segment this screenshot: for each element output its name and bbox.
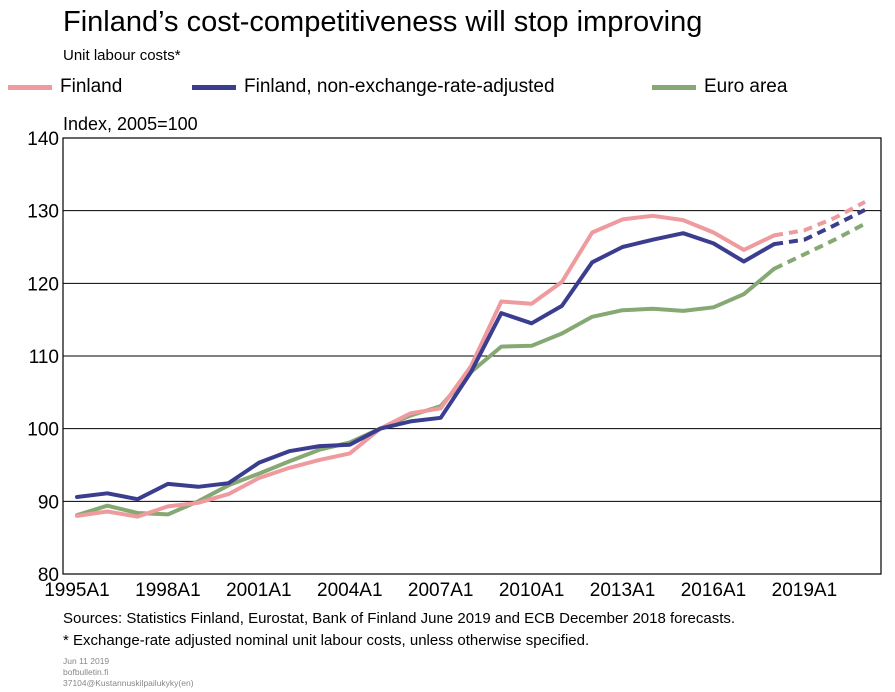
series-line-euro-area [75, 266, 777, 518]
x-tick-label-2007A1: 2007A1 [408, 580, 474, 601]
gridlines [63, 210, 881, 502]
footnote: * Exchange-rate adjusted nominal unit la… [63, 632, 590, 649]
x-tick-label-2013A1: 2013A1 [590, 580, 656, 601]
series-line-finland-non-exchange-rate-adjusted [75, 231, 777, 502]
legend-item-finland-nera: Finland, non-exchange-rate-adjusted [192, 74, 555, 100]
legend-swatch-euro-area [652, 84, 696, 90]
legend-label-finland: Finland [60, 76, 123, 97]
y-tick-label-90: 90 [38, 492, 59, 513]
meta-chart-id: 37104@Kustannuskilpailukyky(en) [63, 678, 194, 688]
y-tick-label-110: 110 [29, 347, 59, 368]
series-forecast-line-euro-area [773, 221, 866, 271]
chart-title: Finland’s cost-competitiveness will stop… [63, 6, 703, 38]
y-tick-label-130: 130 [27, 202, 59, 223]
y-tick-label-120: 120 [27, 274, 59, 295]
chart-subtitle: Unit labour costs* [63, 47, 181, 64]
meta-site: bofbulletin.fi [63, 667, 109, 677]
legend-swatch-finland-nera [192, 84, 236, 90]
x-tick-label-2010A1: 2010A1 [499, 580, 565, 601]
series-line-finland [75, 213, 777, 519]
y-axis-unit-label: Index, 2005=100 [63, 114, 198, 134]
x-tick-label-2019A1: 2019A1 [772, 580, 838, 601]
x-tick-label-1995A1: 1995A1 [44, 580, 110, 601]
x-tick-label-2004A1: 2004A1 [317, 580, 383, 601]
legend-swatch-finland [8, 84, 52, 90]
y-tick-label-100: 100 [27, 420, 59, 441]
x-tick-label-2001A1: 2001A1 [226, 580, 292, 601]
plot-area-frame [62, 137, 882, 575]
x-tick-label-2016A1: 2016A1 [681, 580, 747, 601]
legend-label-finland-nera: Finland, non-exchange-rate-adjusted [244, 76, 555, 97]
meta-date: Jun 11 2019 [63, 656, 110, 666]
series-lines [75, 200, 866, 519]
sources-note: Sources: Statistics Finland, Eurostat, B… [63, 610, 736, 627]
legend-item-euro-area: Euro area [652, 74, 787, 100]
series-forecast-line-finland-non-exchange-rate-adjusted [773, 208, 866, 247]
x-axis-ticks: 1995A1 1998A1 2001A1 2004A1 2007A1 2010A1 2013… [44, 580, 837, 601]
legend-label-euro-area: Euro area [704, 76, 788, 97]
x-tick-label-1998A1: 1998A1 [135, 580, 201, 601]
legend-item-finland: Finland [8, 74, 122, 100]
y-tick-label-80: 80 [38, 565, 59, 586]
y-tick-label-140: 140 [27, 129, 59, 150]
series-forecast-line-finland [773, 200, 866, 238]
y-axis-ticks: 80 90 100 110 120 130 140 [27, 129, 59, 586]
